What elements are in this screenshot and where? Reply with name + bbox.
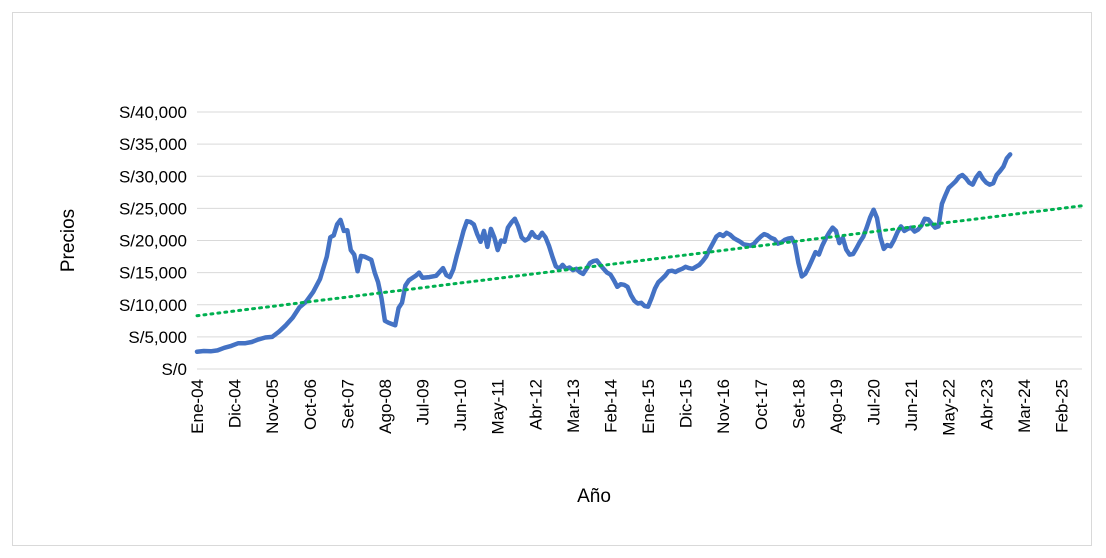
y-tick-label: S/20,000 (119, 232, 187, 251)
price-line (194, 152, 1013, 354)
y-tick-label: S/15,000 (119, 264, 187, 283)
x-tick-label: Abr-12 (526, 379, 545, 430)
x-tick-label: Ago-19 (827, 379, 846, 434)
x-tick-label: Set-18 (789, 379, 808, 429)
x-tick-label: May-11 (489, 379, 508, 434)
y-tick-label: S/25,000 (119, 199, 187, 218)
x-axis-ticks: Ene-04 Dic-04 Nov-05 Oct-06 Set-07 Ago-08 Jul-… (188, 379, 1071, 436)
x-tick-label: Jul-20 (865, 379, 884, 425)
x-tick-label: Ago-08 (376, 379, 395, 434)
series-lines (194, 152, 1084, 354)
y-tick-label: S/35,000 (119, 135, 187, 154)
x-tick-label: Oct-17 (752, 379, 771, 430)
x-tick-label: Ene-04 (188, 379, 207, 434)
y-tick-label: S/0 (161, 360, 187, 379)
x-tick-label: Nov-05 (263, 379, 282, 434)
y-tick-label: S/5,000 (128, 328, 187, 347)
y-tick-label: S/40,000 (119, 103, 187, 122)
x-tick-label: Jun-21 (902, 379, 921, 431)
x-tick-label: Mar-24 (1015, 379, 1034, 433)
x-tick-label: Jun-10 (451, 379, 470, 431)
x-tick-label: May-22 (940, 379, 959, 436)
x-tick-label: Set-07 (338, 379, 357, 429)
x-axis-title: Año (577, 486, 611, 507)
y-tick-label: S/30,000 (119, 167, 187, 186)
chart-frame (12, 12, 1092, 546)
x-tick-label: Dic-04 (226, 379, 245, 428)
x-tick-label: Oct-06 (301, 379, 320, 430)
x-tick-label: Jul-09 (414, 379, 433, 425)
x-tick-label: Nov-16 (714, 379, 733, 434)
y-axis-title: Precios (58, 209, 79, 272)
x-tick-label: Abr-23 (977, 379, 996, 430)
x-tick-label: Dic-15 (677, 379, 696, 428)
x-tick-label: Ene-15 (639, 379, 658, 434)
x-tick-label: Feb-25 (1052, 379, 1071, 433)
x-tick-label: Mar-13 (564, 379, 583, 433)
trend-line (195, 204, 1084, 318)
gridlines (197, 111, 1082, 370)
x-tick-label: Feb-14 (601, 379, 620, 433)
y-axis-ticks: S/0 S/5,000 S/10,000 S/15,000 S/20,000 S/25,0… (119, 103, 187, 379)
y-tick-label: S/10,000 (119, 296, 187, 315)
